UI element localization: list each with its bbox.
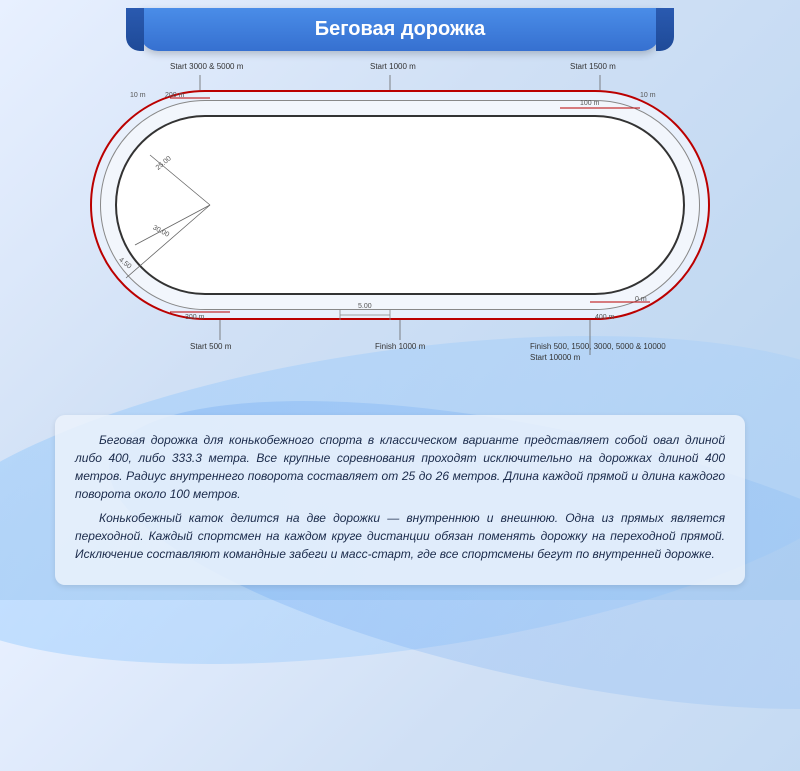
label-10m-b: 10 m bbox=[130, 92, 146, 99]
label-300m: 300 m bbox=[185, 314, 204, 321]
track-diagram: Start 3000 & 5000 m Start 1000 m Start 1… bbox=[80, 60, 720, 370]
label-200m: 200 m bbox=[165, 92, 184, 99]
track-inner-oval bbox=[115, 115, 685, 295]
label-dim-5: 5.00 bbox=[358, 303, 372, 310]
paragraph-1: Беговая дорожка для конькобежного спорта… bbox=[75, 431, 725, 503]
label-start-3000-5000: Start 3000 & 5000 m bbox=[170, 62, 243, 71]
page-title: Беговая дорожка bbox=[315, 18, 486, 40]
label-400m: 400 m bbox=[595, 314, 614, 321]
label-start-500: Start 500 m bbox=[190, 342, 231, 351]
label-finish-multi: Finish 500, 1500, 3000, 5000 & 10000 bbox=[530, 342, 666, 351]
label-start-1500: Start 1500 m bbox=[570, 62, 616, 71]
label-finish-1000: Finish 1000 m bbox=[375, 342, 425, 351]
label-start-1000: Start 1000 m bbox=[370, 62, 416, 71]
label-10m-a: 10 m bbox=[640, 92, 656, 99]
description-panel: Беговая дорожка для конькобежного спорта… bbox=[55, 415, 745, 585]
label-start-10000: Start 10000 m bbox=[530, 353, 580, 362]
page-title-tab: Беговая дорожка bbox=[140, 8, 660, 51]
paragraph-2: Конькобежный каток делится на две дорожк… bbox=[75, 509, 725, 563]
label-100m: 100 m bbox=[580, 100, 599, 107]
label-0m: 0 m bbox=[635, 296, 647, 303]
